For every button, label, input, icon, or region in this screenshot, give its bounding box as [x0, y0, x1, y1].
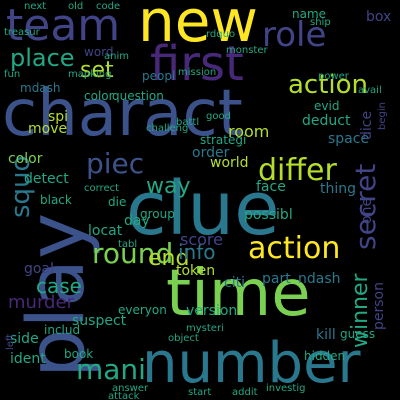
- word-oppon: action: [248, 231, 341, 266]
- word-mdash: color: [84, 89, 114, 103]
- word-investig: investig: [266, 383, 306, 394]
- word-box: peopl: [142, 69, 176, 83]
- word-spi: box: [366, 9, 392, 25]
- word-version: face: [256, 179, 286, 195]
- word-word: mdash: [20, 81, 61, 95]
- word-right: token: [176, 263, 216, 279]
- word-day: goal: [24, 261, 54, 277]
- word-first: first: [150, 36, 244, 92]
- word-world: part: [262, 271, 291, 287]
- word-book: book: [64, 347, 94, 361]
- word-face: thing: [320, 181, 357, 197]
- word-order: ndash: [298, 271, 341, 287]
- word-evid: power: [318, 71, 349, 82]
- word-dice: move: [28, 121, 68, 137]
- word-name: mission: [178, 67, 217, 78]
- word-team: team: [6, 0, 121, 51]
- word-info: info: [178, 240, 216, 264]
- word-token: world: [210, 155, 249, 171]
- word-question: color: [8, 151, 43, 167]
- word-hidden: object: [168, 333, 199, 344]
- word-addit: addit: [232, 387, 258, 398]
- word-clue: clue: [126, 166, 280, 252]
- word-tabl: kill: [316, 327, 336, 343]
- word-detect: ident: [10, 351, 46, 367]
- word-object: everyon: [118, 303, 167, 317]
- word-new: new: [138, 0, 258, 55]
- word-mysteri: black: [40, 193, 72, 207]
- word-group: tabl: [118, 239, 138, 250]
- word-time: time: [166, 257, 311, 331]
- word-color: detect: [24, 171, 69, 187]
- word-move: word: [84, 45, 114, 59]
- word-monster: battl: [176, 117, 200, 128]
- word-treasur: monster: [226, 45, 268, 56]
- word-ndash: possibl: [244, 207, 293, 223]
- word-fun: next: [24, 1, 47, 12]
- word-set: set: [80, 58, 114, 83]
- word-avail: mapking: [68, 69, 112, 80]
- word-correct: challeng: [146, 123, 189, 134]
- word-room: order: [192, 145, 230, 161]
- word-best: good: [206, 111, 231, 122]
- word-code: old: [68, 1, 84, 12]
- word-murder: murder: [8, 292, 74, 313]
- word-space: deduct: [302, 113, 351, 129]
- word-battl: anim: [104, 51, 129, 62]
- word-goal: version: [186, 303, 238, 319]
- word-thing: citi: [224, 275, 245, 291]
- word-deduct: evid: [314, 99, 340, 113]
- word-peopl: question: [112, 89, 164, 103]
- word-power: name: [292, 7, 327, 21]
- word-possibl: dice: [359, 110, 375, 140]
- word-end: end: [148, 246, 190, 271]
- word-attack: attack: [108, 391, 140, 400]
- word-begin: rdquo: [206, 29, 236, 40]
- word-old: treasur: [4, 27, 40, 38]
- word-ident: side: [10, 331, 39, 347]
- word-mapking: fun: [4, 69, 21, 80]
- word-next: code: [96, 1, 121, 12]
- word-number: number: [142, 331, 361, 396]
- word-year: begin: [377, 102, 388, 130]
- word-person: one: [359, 197, 375, 224]
- word-case: case: [36, 274, 82, 298]
- word-action: differ: [258, 153, 337, 188]
- word-start: start: [188, 387, 212, 398]
- word-citi: space: [328, 131, 370, 147]
- word-kill: guess: [340, 327, 376, 341]
- word-round: round: [92, 237, 174, 270]
- word-guess: hidden: [304, 349, 346, 363]
- word-place: place: [10, 44, 75, 72]
- word-part: person: [371, 282, 387, 330]
- word-ship: avail: [358, 85, 382, 96]
- word-charact: charact: [2, 77, 243, 151]
- word-differ: piec: [86, 147, 145, 180]
- word-challeng: includ: [44, 323, 81, 337]
- word-good: strategi: [200, 133, 247, 147]
- word-winner: room: [228, 122, 270, 141]
- word-mission: mysteri: [186, 323, 224, 334]
- word-piec: action: [288, 70, 369, 100]
- word-way: way: [146, 174, 191, 199]
- word-stori: group: [140, 207, 175, 221]
- word-role: role: [262, 15, 327, 55]
- word-mani: mani: [76, 353, 146, 386]
- word-score: score: [180, 230, 223, 249]
- word-side: suspect: [72, 313, 127, 329]
- word-answer: answer: [112, 383, 149, 394]
- word-one: spi: [48, 109, 69, 125]
- word-rdquo: ship: [310, 17, 331, 28]
- word-suspect: locat: [88, 223, 123, 239]
- word-locat: day: [124, 213, 150, 229]
- word-simpl: left: [5, 333, 16, 350]
- word-black: die: [108, 195, 127, 209]
- word-human: correct: [84, 183, 120, 194]
